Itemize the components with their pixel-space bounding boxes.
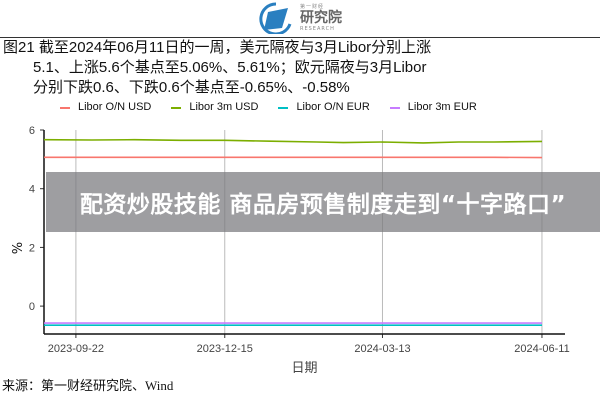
source-note: 来源：第一财经研究院、Wind (2, 378, 174, 393)
divider (0, 37, 600, 38)
series-line-libor-3m-usd (43, 138, 543, 144)
legend-item: Libor O/N USD (60, 101, 151, 114)
logo-name: 研究院 (300, 9, 342, 26)
legend-swatch (171, 106, 182, 109)
caption-line: 5.1、上涨5.6个基点至5.06%、5.61%；欧元隔夜与3月Libor (33, 59, 427, 76)
legend-item: Libor O/N EUR (278, 101, 370, 114)
y-axis-label: % (8, 242, 23, 254)
legend-swatch (389, 106, 400, 109)
x-tick-label: 2024-03-13 (354, 343, 410, 355)
x-axis-label: 日期 (291, 361, 317, 376)
y-tick-label: 2 (29, 242, 35, 254)
y-tick-label: 4 (29, 184, 35, 196)
logo-sub-text: RESEARCH (300, 25, 335, 32)
legend-swatch (60, 106, 70, 109)
legend-swatch (278, 106, 289, 109)
legend-label: Libor O/N USD (78, 101, 152, 113)
y-tick-label: 0 (29, 301, 35, 313)
caption-line: 分别下跌0.6、下跌0.6个基点至-0.65%、-0.58% (33, 79, 350, 96)
headline-banner[interactable]: 配资炒股技能 商品房预售制度走到“十字路口” (46, 172, 600, 232)
caption-line: 图21 截至2024年06月11日的一周，美元隔夜与3月Libor分别上涨 (3, 39, 432, 56)
logo-top-text: 第一财经 (300, 3, 325, 10)
legend-label: Libor 3m USD (189, 101, 259, 113)
figure-caption: 图21 截至2024年06月11日的一周，美元隔夜与3月Libor分别上涨 5.… (3, 38, 431, 98)
y-tick-label: 6 (29, 125, 35, 137)
legend-label: Libor 3m EUR (407, 101, 477, 113)
legend-item: Libor 3m USD (171, 101, 258, 114)
x-tick-label: 2023-09-22 (48, 343, 104, 355)
legend-item: Libor 3m EUR (389, 101, 477, 114)
chart-legend: Libor O/N USD Libor 3m USD Libor O/N EUR… (60, 101, 477, 114)
x-tick-label: 2023-12-15 (197, 343, 253, 355)
research-logo: 第一财经 研究院 RESEARCH (256, 2, 342, 34)
logo-mark-icon (259, 2, 292, 34)
legend-label: Libor O/N EUR (296, 101, 370, 113)
x-tick-label: 2024-06-11 (514, 343, 569, 355)
